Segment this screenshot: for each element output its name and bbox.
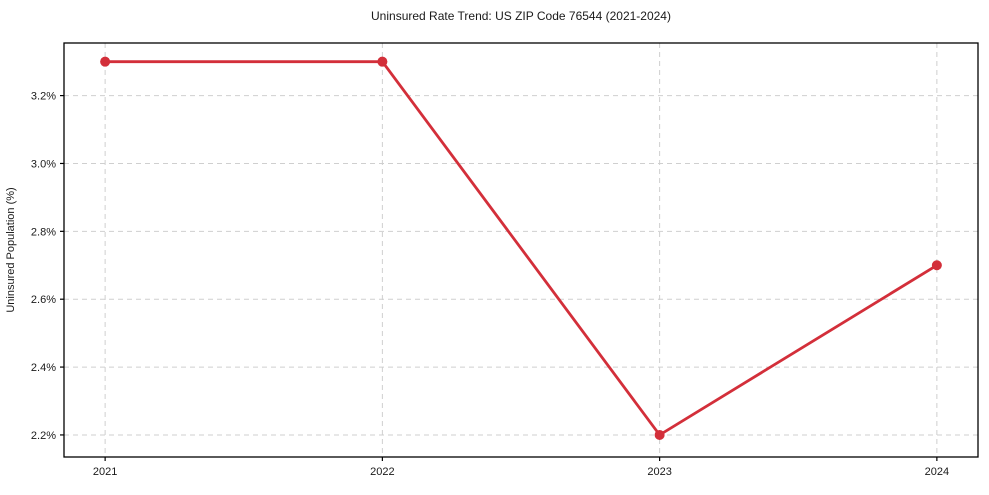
plot-area: 2.2% 2.4% 2.6% 2.8% 3.0% 3.2% 2021 2022 2023 2024 [31, 42, 979, 478]
y-tick-label: 3.0% [31, 158, 56, 170]
x-tick-label: 2022 [370, 466, 394, 478]
data-point-2023 [654, 429, 665, 440]
y-tick-label: 2.4% [31, 362, 56, 374]
plot-border [63, 42, 979, 458]
y-axis-title: Uninsured Population (%) [5, 187, 17, 312]
y-tick-label: 2.6% [31, 294, 56, 306]
y-tick-label: 2.2% [31, 430, 56, 442]
y-tick-label: 3.2% [31, 91, 56, 103]
x-tick-label: 2021 [93, 466, 117, 478]
x-tick-label: 2023 [647, 466, 671, 478]
trend-line [103, 60, 939, 437]
y-tick-label: 2.8% [31, 226, 56, 238]
chart-title: Uninsured Rate Trend: US ZIP Code 76544 … [371, 9, 671, 23]
x-tick-label: 2024 [925, 466, 949, 478]
data-point-2021 [100, 56, 111, 67]
data-point-2022 [377, 56, 388, 67]
data-point-2024 [931, 260, 942, 271]
